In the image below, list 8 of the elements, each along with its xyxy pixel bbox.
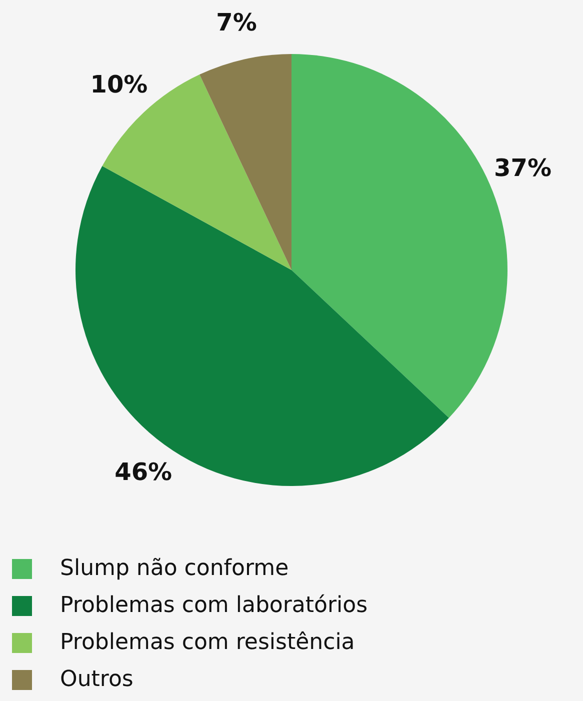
data-label: 46% (114, 458, 172, 486)
data-label: 10% (90, 70, 148, 99)
data-label: 37% (494, 154, 552, 182)
legend-label: Problemas com laboratórios (60, 593, 368, 618)
legend-label: Problemas com resistência (60, 630, 355, 655)
legend-label: Slump não conforme (60, 556, 289, 581)
legend-label: Outros (60, 667, 134, 692)
data-label: 7% (216, 8, 257, 36)
